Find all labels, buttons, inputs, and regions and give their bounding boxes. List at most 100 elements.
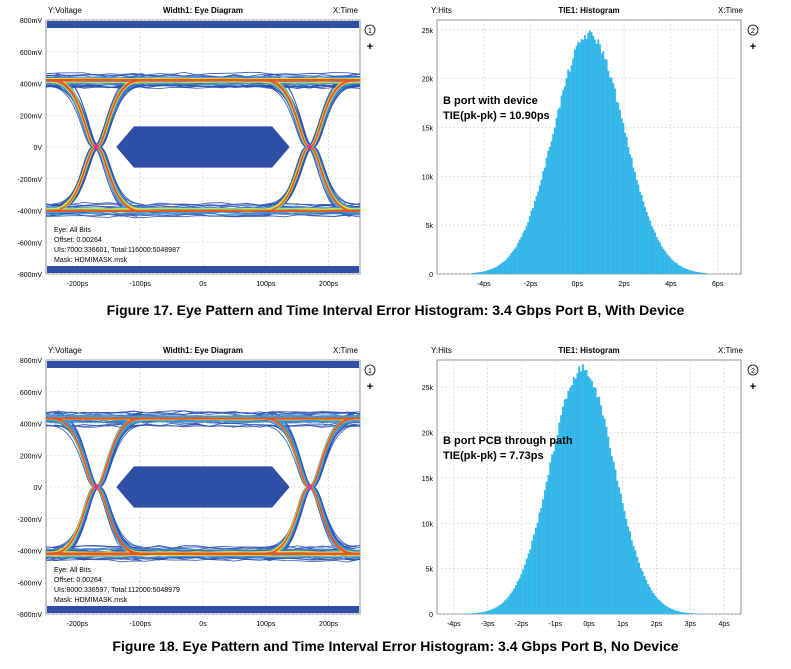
histogram-bar [513, 248, 516, 274]
histogram-bar [659, 242, 662, 274]
histogram-bar [594, 387, 597, 614]
histogram-bar [614, 469, 617, 614]
histogram-bar [681, 612, 684, 614]
y-tick-label: 5k [426, 567, 434, 574]
histogram-bar [610, 456, 613, 614]
histogram-bar [647, 584, 650, 614]
histogram-bar [589, 30, 591, 274]
y-tick-label: -800mV [17, 612, 42, 619]
histogram-bar [683, 612, 686, 614]
histogram-bar [549, 462, 552, 614]
histogram-bar [473, 613, 476, 614]
histogram-bar [475, 612, 478, 614]
histogram-bar [587, 376, 590, 614]
histogram-bar [664, 251, 667, 274]
histogram-bar [476, 612, 479, 614]
eye-high-level-trace [45, 423, 361, 428]
x-axis-header: X:Time [333, 6, 359, 15]
add-icon: + [367, 381, 373, 393]
y-tick-label: -600mV [17, 580, 42, 587]
histogram-bar [605, 59, 608, 274]
y-tick-label: -600mV [17, 240, 42, 247]
histogram-bar [583, 370, 586, 614]
eye-high-level-trace [45, 424, 361, 428]
histogram-bar [505, 259, 508, 274]
histogram-bar [665, 253, 668, 274]
histogram-bar [580, 371, 583, 614]
x-tick-label: 2ps [618, 281, 630, 288]
histogram-bar [594, 39, 596, 274]
histogram-bar [551, 454, 554, 614]
histogram-bar [498, 605, 501, 614]
histogram-bar [686, 612, 689, 614]
y-tick-label: 200mV [20, 453, 43, 460]
histogram-bar [695, 271, 698, 274]
histogram-bar [538, 185, 541, 274]
annotation-line-2: TIE(pk-pk) = 10.90ps [443, 110, 550, 122]
histogram-bar [469, 613, 472, 614]
histogram-bar [583, 35, 586, 275]
figure-17-eye-panel: Y:Voltage Width1: Eye Diagram X:Time 1 +800m… [0, 0, 395, 290]
histogram-bar [531, 540, 534, 614]
eye-high-level-trace [45, 77, 361, 80]
histogram-bar [643, 576, 646, 614]
histogram-bar [672, 609, 675, 614]
histogram-bar [552, 451, 555, 614]
trace-number-badge [747, 24, 759, 36]
histogram-bar [630, 540, 633, 614]
histogram-bar [607, 70, 610, 274]
eye-low-level-trace [45, 212, 361, 216]
histogram-bar [674, 610, 677, 614]
histogram-bar [560, 415, 563, 614]
measurement-info-line: Mask: HDMIMASK.msk [54, 597, 128, 604]
eye-low-level-trace [45, 208, 361, 210]
annotation-line-2: TIE(pk-pk) = 7.73ps [443, 450, 544, 462]
histogram-bar [573, 49, 576, 274]
histogram-bar [619, 493, 622, 614]
histogram-bar [507, 257, 510, 274]
histogram-bar [556, 435, 559, 614]
histogram-bar [616, 480, 619, 614]
histogram-bar [536, 522, 539, 614]
histogram-bar [485, 611, 488, 614]
histogram-bar [572, 377, 575, 614]
histogram-bar [596, 397, 599, 614]
histogram-bar [578, 42, 581, 275]
histogram-bar [675, 263, 678, 274]
histogram-bar [482, 271, 484, 274]
histogram-bar [542, 499, 545, 614]
plot-title: Width1: Eye Diagram [163, 6, 243, 15]
histogram-bar [516, 581, 519, 614]
histogram-bar [680, 266, 683, 274]
x-tick-label: -3ps [481, 621, 495, 628]
histogram-bar [471, 613, 474, 614]
y-tick-label: 25k [422, 28, 434, 35]
histogram-bar [641, 571, 644, 614]
histogram-bar [578, 366, 581, 614]
histogram-bar [620, 118, 623, 275]
histogram-bar [495, 607, 498, 614]
histogram-bar [473, 272, 476, 274]
histogram-bar [637, 562, 640, 614]
histogram-bar [639, 568, 642, 614]
histogram-bar [632, 545, 635, 614]
histogram-bar [628, 531, 631, 614]
histogram-bar [615, 101, 618, 275]
y-axis-header: Y:Hits [431, 6, 452, 15]
histogram-bar [502, 602, 505, 614]
histogram-bar [661, 603, 664, 614]
histogram-bar [655, 236, 658, 274]
histogram-bar [690, 270, 693, 274]
histogram-bar [533, 534, 536, 614]
histogram-bar [672, 260, 675, 274]
y-tick-label: -200mV [17, 517, 42, 524]
histogram-bar [554, 441, 557, 614]
y-tick-label: 600mV [20, 50, 43, 57]
histogram-bar [635, 179, 638, 274]
histogram-bar [634, 550, 637, 614]
histogram-bar [530, 210, 533, 274]
histogram-bar [609, 448, 612, 614]
histogram-bar [520, 236, 523, 274]
histogram-bar [515, 246, 518, 274]
figure-18-histogram-panel: Y:Hits TIE1: Histogram X:Time 2 +25k 20k 15k 10… [395, 340, 791, 630]
